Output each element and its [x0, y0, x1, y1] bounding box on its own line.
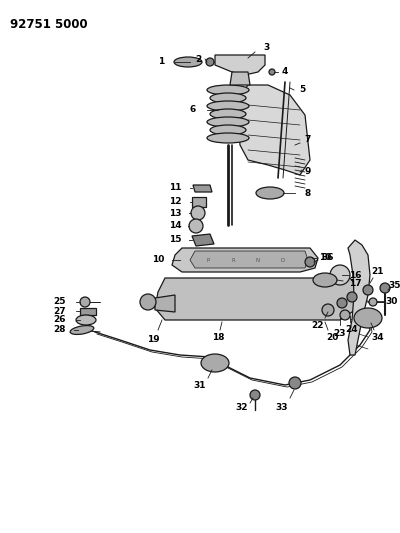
- Text: 12: 12: [169, 198, 181, 206]
- Text: 28: 28: [54, 326, 66, 335]
- Text: 34: 34: [372, 334, 384, 343]
- Ellipse shape: [207, 117, 249, 127]
- Ellipse shape: [313, 273, 337, 287]
- Text: 10: 10: [152, 255, 164, 264]
- Text: 33: 33: [276, 403, 288, 413]
- Circle shape: [363, 285, 373, 295]
- Polygon shape: [215, 55, 265, 75]
- Circle shape: [330, 265, 350, 285]
- Text: 25: 25: [54, 297, 66, 306]
- Text: 9: 9: [305, 167, 311, 176]
- Polygon shape: [230, 72, 250, 85]
- Polygon shape: [238, 85, 310, 175]
- Text: 8: 8: [305, 189, 311, 198]
- Circle shape: [369, 298, 377, 306]
- Text: 20: 20: [326, 334, 338, 343]
- Text: 17: 17: [349, 279, 361, 287]
- Text: 30: 30: [386, 297, 398, 306]
- Text: N: N: [256, 257, 260, 262]
- Circle shape: [206, 58, 214, 66]
- Text: 19: 19: [147, 335, 159, 344]
- Circle shape: [191, 206, 205, 220]
- Text: 92751 5000: 92751 5000: [10, 18, 88, 31]
- Text: 24: 24: [346, 326, 358, 335]
- Circle shape: [380, 283, 390, 293]
- Circle shape: [80, 297, 90, 307]
- Text: 16: 16: [349, 271, 361, 279]
- Text: 4: 4: [282, 68, 288, 77]
- Text: 6: 6: [190, 106, 196, 115]
- Ellipse shape: [70, 326, 94, 334]
- Text: 23: 23: [334, 328, 346, 337]
- Text: 21: 21: [372, 268, 384, 277]
- Circle shape: [305, 257, 315, 267]
- Circle shape: [269, 69, 275, 75]
- Polygon shape: [192, 197, 206, 207]
- Text: 5: 5: [299, 85, 305, 94]
- Circle shape: [347, 292, 357, 302]
- Polygon shape: [155, 278, 360, 320]
- Circle shape: [289, 377, 301, 389]
- Text: 7: 7: [305, 135, 311, 144]
- Circle shape: [322, 304, 334, 316]
- Ellipse shape: [207, 101, 249, 111]
- Ellipse shape: [256, 187, 284, 199]
- Text: 18: 18: [212, 334, 224, 343]
- Polygon shape: [80, 308, 96, 315]
- Text: 11: 11: [169, 183, 181, 192]
- Text: 1: 1: [158, 58, 164, 67]
- Circle shape: [337, 298, 347, 308]
- Ellipse shape: [354, 308, 382, 328]
- Text: 13: 13: [169, 208, 181, 217]
- Text: 15: 15: [169, 236, 181, 245]
- Polygon shape: [348, 240, 370, 355]
- Ellipse shape: [207, 133, 249, 143]
- Text: 14: 14: [169, 222, 181, 230]
- Polygon shape: [172, 248, 318, 272]
- Text: 31: 31: [194, 381, 206, 390]
- Circle shape: [250, 390, 260, 400]
- Text: 3: 3: [263, 44, 269, 52]
- Text: 26: 26: [54, 316, 66, 325]
- Text: D: D: [281, 257, 285, 262]
- Text: 36: 36: [322, 254, 334, 262]
- Ellipse shape: [76, 315, 96, 325]
- Text: R: R: [231, 257, 235, 262]
- Ellipse shape: [210, 109, 246, 119]
- Ellipse shape: [201, 354, 229, 372]
- Text: 10: 10: [319, 254, 331, 262]
- Text: 2: 2: [195, 54, 201, 63]
- Circle shape: [340, 310, 350, 320]
- Polygon shape: [193, 185, 212, 192]
- Text: 32: 32: [236, 403, 248, 413]
- Text: 35: 35: [389, 280, 400, 289]
- Circle shape: [140, 294, 156, 310]
- Ellipse shape: [210, 125, 246, 135]
- Polygon shape: [155, 295, 175, 312]
- Ellipse shape: [207, 85, 249, 95]
- Ellipse shape: [210, 93, 246, 103]
- Text: 27: 27: [54, 306, 66, 316]
- Polygon shape: [190, 251, 308, 268]
- Ellipse shape: [174, 57, 202, 67]
- Circle shape: [189, 219, 203, 233]
- Text: 22: 22: [312, 320, 324, 329]
- Polygon shape: [192, 234, 214, 246]
- Text: P: P: [206, 257, 210, 262]
